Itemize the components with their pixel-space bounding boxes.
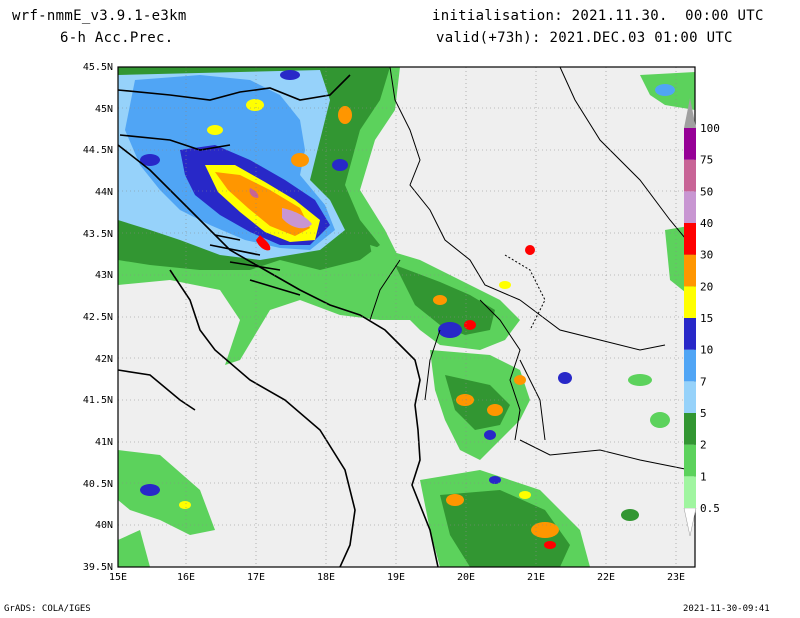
lat-label: 43N bbox=[95, 270, 113, 281]
legend-arrow-high bbox=[684, 98, 696, 128]
legend-swatch bbox=[684, 444, 696, 477]
legend-swatch bbox=[684, 286, 696, 318]
lat-label: 44N bbox=[95, 187, 113, 198]
lat-label: 39.5N bbox=[83, 562, 113, 573]
lon-label: 21E bbox=[527, 572, 545, 583]
lat-label: 42N bbox=[95, 354, 113, 365]
lon-label: 18E bbox=[317, 572, 335, 583]
borders bbox=[369, 67, 695, 471]
lat-label: 44.5N bbox=[83, 145, 113, 156]
lon-axis: 15E 16E 17E 18E 19E 20E 21E 22E 23E bbox=[109, 572, 685, 583]
lon-label: 17E bbox=[247, 572, 265, 583]
legend-swatch bbox=[684, 318, 696, 350]
footer-right: 2021-11-30-09:41 bbox=[683, 604, 770, 614]
field-title: 6-h Acc.Prec. bbox=[60, 30, 174, 46]
valid-time: valid(+73h): 2021.DEC.03 01:00 UTC bbox=[436, 30, 733, 46]
legend-swatch bbox=[684, 413, 696, 445]
lat-label: 41N bbox=[95, 437, 113, 448]
legend-level-label: 10 bbox=[700, 344, 713, 357]
grid bbox=[118, 67, 695, 567]
legend-swatch bbox=[684, 128, 696, 160]
legend-level-label: 50 bbox=[700, 185, 713, 198]
legend-level-label: 0.5 bbox=[700, 502, 720, 515]
legend-swatch bbox=[684, 381, 696, 413]
model-title: wrf-nmmE_v3.9.1-e3km bbox=[12, 8, 187, 24]
legend-swatch bbox=[684, 159, 696, 192]
lon-label: 22E bbox=[597, 572, 615, 583]
legend-level-label: 2 bbox=[700, 439, 707, 452]
lon-label: 20E bbox=[457, 572, 475, 583]
lat-label: 41.5N bbox=[83, 395, 113, 406]
init-time: initialisation: 2021.11.30. 00:00 UTC bbox=[432, 8, 764, 24]
lon-label: 15E bbox=[109, 572, 127, 583]
legend-level-label: 7 bbox=[700, 375, 707, 388]
coastlines bbox=[118, 74, 439, 567]
legend-colorbar bbox=[683, 98, 697, 537]
lon-label: 16E bbox=[177, 572, 195, 583]
lat-label: 42.5N bbox=[83, 312, 113, 323]
legend-level-label: 40 bbox=[700, 217, 713, 230]
legend-swatch bbox=[684, 223, 696, 255]
legend-swatch bbox=[684, 254, 696, 287]
lat-label: 45N bbox=[95, 104, 113, 115]
legend-swatch bbox=[684, 476, 696, 508]
legend-level-label: 75 bbox=[700, 154, 713, 167]
lat-label: 43.5N bbox=[83, 229, 113, 240]
lat-label: 45.5N bbox=[83, 62, 113, 73]
precip-field bbox=[118, 67, 695, 567]
lon-label: 23E bbox=[667, 572, 685, 583]
legend-level-label: 30 bbox=[700, 249, 713, 262]
legend-level-label: 100 bbox=[700, 122, 720, 135]
legend-swatch bbox=[684, 349, 696, 382]
lon-label: 19E bbox=[387, 572, 405, 583]
legend-level-label: 5 bbox=[700, 407, 707, 420]
legend-level-label: 20 bbox=[700, 280, 713, 293]
legend-level-label: 1 bbox=[700, 470, 707, 483]
footer-left: GrADS: COLA/IGES bbox=[4, 604, 91, 614]
lat-label: 40.5N bbox=[83, 479, 113, 490]
legend-swatch bbox=[684, 191, 696, 223]
lat-axis: 45.5N 45N 44.5N 44N 43.5N 43N 42.5N 42N … bbox=[83, 62, 113, 573]
lat-label: 40N bbox=[95, 520, 113, 531]
legend-level-label: 15 bbox=[700, 312, 713, 325]
legend-labels: 0.5 1 2 5 7 10 15 20 30 40 50 75 100 bbox=[700, 122, 720, 515]
